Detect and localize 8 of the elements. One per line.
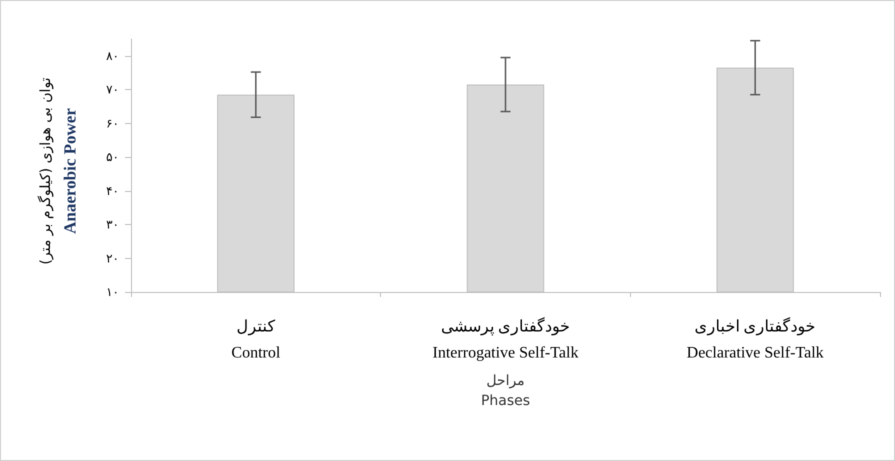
y-tick-label: ۱۰ [106, 285, 119, 299]
y-tick-label: ۲۰ [106, 251, 119, 266]
y-tick-label: ۶۰ [106, 116, 119, 130]
y-tick-label: ۵۰ [106, 150, 119, 164]
y-tick-label: ۴۰ [106, 184, 119, 198]
y-tick-label: ۳۰ [106, 218, 119, 232]
y-tick-label: ۷۰ [106, 82, 119, 97]
y-tick-label: ۸۰ [106, 48, 119, 63]
